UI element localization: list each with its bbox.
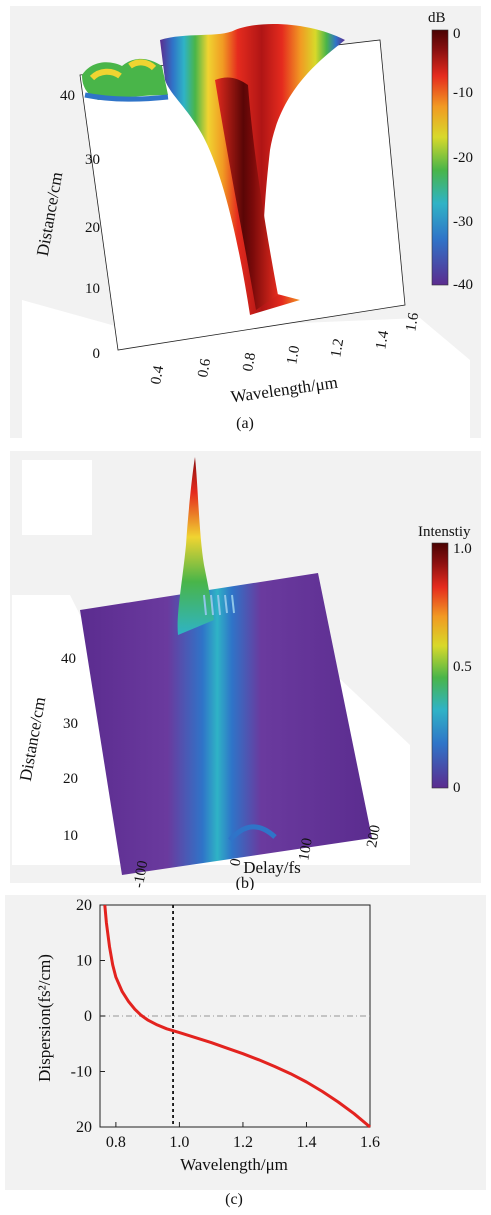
input-pulse xyxy=(228,824,277,842)
b-colorbar-tick: 1.0 xyxy=(453,541,472,557)
c-y-axis-label: Dispersion(fs²/cm) xyxy=(35,954,54,1082)
plot-area-c: 0.8 1.0 1.2 1.4 1.6 20 10 0 -10 20 xyxy=(71,897,380,1151)
a-x-tick: 0.6 xyxy=(195,357,214,379)
b-x-tick: 200 xyxy=(364,824,384,849)
caption-c: (c) xyxy=(225,1191,243,1208)
c-y-tick-label: 0 xyxy=(84,1008,92,1025)
c-x-tick-label: 1.2 xyxy=(233,1134,253,1151)
c-x-tick-label: 1.0 xyxy=(169,1134,189,1151)
c-y-tick-label: -10 xyxy=(71,1064,92,1081)
a-x-tick: 1.0 xyxy=(284,344,303,365)
c-x-axis-label: Wavelength/μm xyxy=(180,1155,288,1174)
a-x-tick: 1.4 xyxy=(373,329,392,351)
a-y-tick: 30 xyxy=(85,152,100,168)
spectral-sidelobe-highlight xyxy=(89,59,157,81)
b-x-tick: 100 xyxy=(296,837,316,862)
a-colorbar-tick: -20 xyxy=(453,150,473,166)
a-x-tick: 0.4 xyxy=(148,364,167,386)
spectral-core xyxy=(215,77,278,311)
a-colorbar-tick: 0 xyxy=(453,26,461,42)
colorbar-a: dB 0 -10 -20 -30 -40 xyxy=(428,10,473,293)
b-colorbar-tick: 0.5 xyxy=(453,659,472,675)
b-x-tick: -100 xyxy=(131,859,152,889)
spectral-sidelobe-edge xyxy=(84,92,169,102)
a-colorbar-title: dB xyxy=(428,10,446,26)
c-y-tick-label: 20 xyxy=(76,1119,92,1136)
b-y-tick: 10 xyxy=(63,828,78,844)
a-y-tick: 40 xyxy=(60,88,75,104)
caption-a: (a) xyxy=(236,415,254,432)
surface-plot-a: 0 10 20 30 40 Distance/cm 0.4 0.6 0.8 1.… xyxy=(10,6,481,438)
dispersion-curve xyxy=(103,904,371,1129)
x-axis-b: -100 0 100 200 Delay/fs xyxy=(131,824,384,889)
surface-plot-b: 10 20 30 40 Distance/cm -100 0 100 200 D… xyxy=(10,451,481,892)
caption-b: (b) xyxy=(236,875,255,890)
c-y-tick-label: 20 xyxy=(76,897,92,914)
a-x-tick: 1.2 xyxy=(328,337,347,358)
panel-c: 0.8 1.0 1.2 1.4 1.6 20 10 0 -10 20 Wavelength/μm … xyxy=(0,890,491,1210)
a-colorbar-gradient xyxy=(431,29,449,286)
soliton-peak xyxy=(177,457,214,635)
panel-b-patch xyxy=(22,460,92,535)
b-y-tick: 20 xyxy=(63,771,78,787)
panel-b: 10 20 30 40 Distance/cm -100 0 100 200 D… xyxy=(0,445,491,892)
a-x-tick: 0.8 xyxy=(240,351,259,372)
c-y-tick-label: 10 xyxy=(76,953,92,970)
b-x-axis-label: Delay/fs xyxy=(243,858,301,877)
a-colorbar-tick: -10 xyxy=(453,85,473,101)
c-x-tick-label: 1.6 xyxy=(360,1134,380,1151)
colorbar-b: Intenstiy 1.0 0.5 0 xyxy=(418,524,472,796)
b-colorbar-tick: 0 xyxy=(453,780,461,796)
panel-a: 0 10 20 30 40 Distance/cm 0.4 0.6 0.8 1.… xyxy=(0,0,491,445)
b-colorbar-title: Intenstiy xyxy=(418,524,471,540)
b-y-tick: 40 xyxy=(61,651,76,667)
a-x-tick: 1.6 xyxy=(403,311,422,333)
b-y-tick: 30 xyxy=(63,716,78,732)
a-y-tick: 0 xyxy=(93,346,101,362)
c-x-tick-label: 0.8 xyxy=(106,1134,126,1151)
a-colorbar-tick: -30 xyxy=(453,214,473,230)
a-y-tick: 10 xyxy=(85,281,100,297)
temporal-surface xyxy=(80,573,372,875)
a-colorbar-tick: -40 xyxy=(453,277,473,293)
ripple-marks xyxy=(203,594,235,616)
b-colorbar-gradient xyxy=(431,542,449,789)
c-x-tick-label: 1.4 xyxy=(296,1134,316,1151)
a-y-tick: 20 xyxy=(85,220,100,236)
b-x-tick: 0 xyxy=(228,857,245,867)
